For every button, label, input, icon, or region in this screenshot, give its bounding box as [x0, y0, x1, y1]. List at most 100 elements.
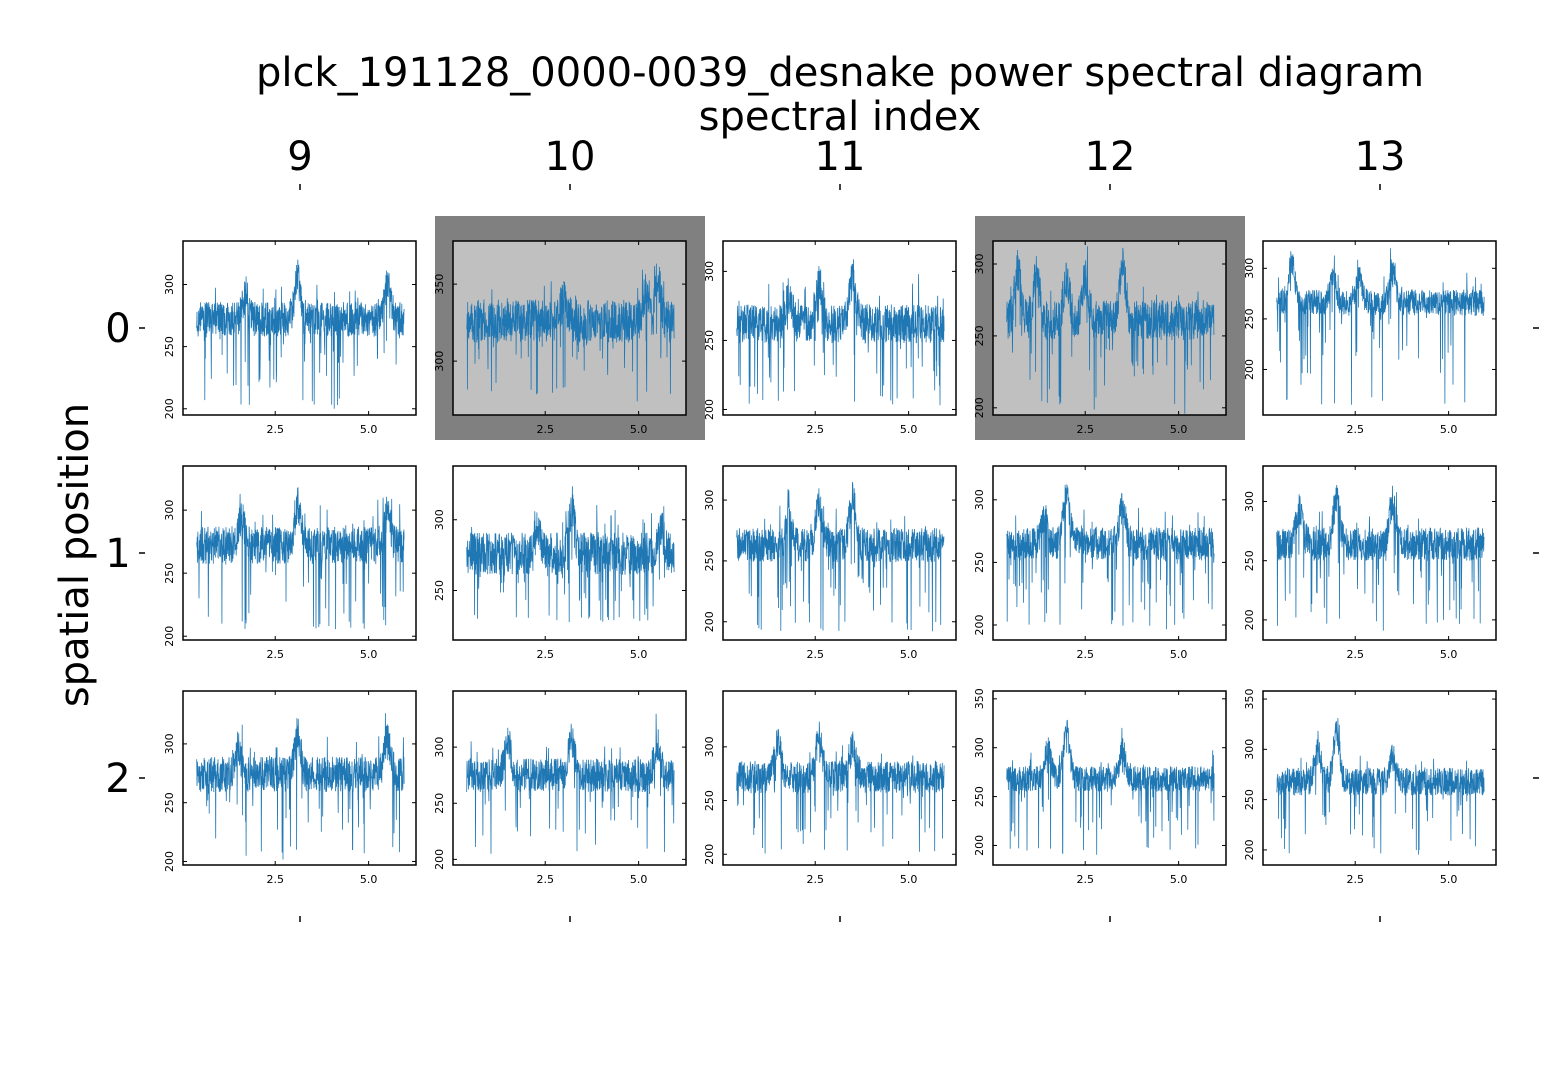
x-tick-label: 2.5: [1346, 873, 1364, 886]
x-tick-label: 5.0: [1170, 873, 1188, 886]
y-tick-label: 250: [433, 580, 446, 601]
y-tick-label: 200: [703, 399, 716, 420]
y-tick-label: 300: [973, 254, 986, 275]
x-tick-label: 2.5: [1346, 648, 1364, 661]
panel-frame: [992, 690, 1227, 866]
x-tick-label: 5.0: [900, 423, 918, 436]
x-tick-label: 2.5: [266, 873, 284, 886]
y-tick-label: 350: [433, 274, 446, 295]
panel-frame: [182, 690, 417, 866]
figure-title: plck_191128_0000-0039_desnake power spec…: [256, 50, 1424, 96]
panel-r2-c0: 2.5 5.0 200 250 300: [163, 690, 417, 886]
panel-frame: [1262, 690, 1497, 866]
y-tick-label: 300: [163, 274, 176, 295]
y-tick-label: 200: [433, 849, 446, 870]
panel-r1-c4: 2.5 5.0 200 250 300: [1243, 465, 1497, 661]
column-labels: 9 10 11 12 13: [287, 134, 1405, 180]
y-tick-label: 250: [163, 563, 176, 584]
x-tick-label: 2.5: [266, 423, 284, 436]
panel-frame: [452, 465, 687, 641]
y-tick-label: 200: [1243, 359, 1256, 380]
x-tick-label: 5.0: [900, 873, 918, 886]
x-tick-label: 5.0: [630, 873, 648, 886]
panel-r1-c0: 2.5 5.0 200 250 300: [163, 465, 417, 661]
y-tick-label: 300: [433, 737, 446, 758]
x-tick-label: 5.0: [630, 648, 648, 661]
y-tick-label: 250: [163, 792, 176, 813]
y-tick-label: 200: [1243, 839, 1256, 860]
panel-r0-c0: 2.5 5.0 200 250 300: [163, 240, 417, 436]
y-tick-label: 300: [1243, 739, 1256, 760]
x-tick-label: 2.5: [1076, 423, 1094, 436]
panel-frame: [722, 240, 957, 416]
outer-axis-ticks: [139, 184, 1539, 922]
row-axis-label: spatial position: [52, 403, 98, 707]
x-tick-label: 5.0: [1170, 423, 1188, 436]
x-tick-label: 5.0: [360, 648, 378, 661]
series-line: [736, 721, 945, 854]
x-tick-label: 2.5: [1076, 648, 1094, 661]
panel-r1-c1: 2.5 5.0 250 300: [433, 465, 687, 661]
series-line: [1276, 718, 1485, 855]
y-tick-label: 300: [973, 737, 986, 758]
y-tick-label: 250: [973, 552, 986, 573]
panel-frame: [722, 465, 957, 641]
x-tick-label: 5.0: [1440, 423, 1458, 436]
y-tick-label: 300: [703, 736, 716, 757]
row-labels: 0 1 2: [105, 306, 130, 802]
row-label-1: 1: [105, 531, 130, 577]
x-tick-label: 2.5: [536, 423, 554, 436]
y-tick-label: 300: [703, 490, 716, 511]
panel-r2-c4: 2.5 5.0 200 250 300 350: [1243, 689, 1497, 886]
y-tick-label: 200: [163, 626, 176, 647]
y-tick-label: 300: [1243, 258, 1256, 279]
column-label-9: 9: [287, 134, 312, 180]
x-tick-label: 2.5: [806, 648, 824, 661]
y-tick-label: 350: [973, 688, 986, 709]
x-tick-label: 5.0: [360, 423, 378, 436]
x-tick-label: 5.0: [900, 648, 918, 661]
series-line: [1006, 719, 1215, 855]
x-tick-label: 5.0: [1440, 873, 1458, 886]
y-tick-label: 250: [1243, 550, 1256, 571]
x-tick-label: 5.0: [630, 423, 648, 436]
y-tick-label: 250: [703, 550, 716, 571]
panel-frame: [182, 465, 417, 641]
panel-frame: [992, 465, 1227, 641]
panel-r1-c2: 2.5 5.0 200 250 300: [703, 465, 957, 661]
y-tick-label: 300: [433, 509, 446, 530]
panel-frame: [992, 240, 1227, 416]
series-line: [736, 259, 945, 406]
column-axis-label: spectral index: [699, 94, 982, 140]
x-tick-label: 2.5: [266, 648, 284, 661]
y-tick-label: 200: [703, 844, 716, 865]
y-tick-label: 300: [433, 351, 446, 372]
y-tick-label: 250: [1243, 308, 1256, 329]
panel-r2-c1: 2.5 5.0 200 250 300: [433, 690, 687, 886]
series-line: [466, 263, 675, 402]
series-line: [736, 482, 945, 632]
y-tick-label: 200: [1243, 609, 1256, 630]
x-tick-label: 2.5: [806, 873, 824, 886]
panel-frame: [452, 690, 687, 866]
x-tick-label: 2.5: [536, 648, 554, 661]
y-tick-label: 200: [163, 851, 176, 872]
panel-frame: [722, 690, 957, 866]
y-tick-label: 350: [1243, 689, 1256, 710]
series-line: [466, 486, 675, 623]
series-line: [466, 713, 675, 854]
x-tick-label: 2.5: [806, 423, 824, 436]
panel-frame: [182, 240, 417, 416]
series-line: [1276, 248, 1485, 405]
panel-r0-c2: 2.5 5.0 200 250 300: [703, 240, 957, 436]
y-tick-label: 250: [163, 336, 176, 357]
panel-r0-c3: 2.5 5.0 200 250 300: [973, 216, 1245, 440]
y-tick-label: 300: [163, 500, 176, 521]
panel-grid: 2.5 5.0 200 250 300 2.5 5.0 300 350 2.5 5.0 200 250 3…: [163, 216, 1497, 886]
y-tick-label: 200: [973, 397, 986, 418]
column-label-11: 11: [815, 134, 866, 180]
y-tick-label: 250: [433, 793, 446, 814]
y-tick-label: 250: [1243, 789, 1256, 810]
x-tick-label: 2.5: [1076, 873, 1094, 886]
y-tick-label: 250: [703, 790, 716, 811]
